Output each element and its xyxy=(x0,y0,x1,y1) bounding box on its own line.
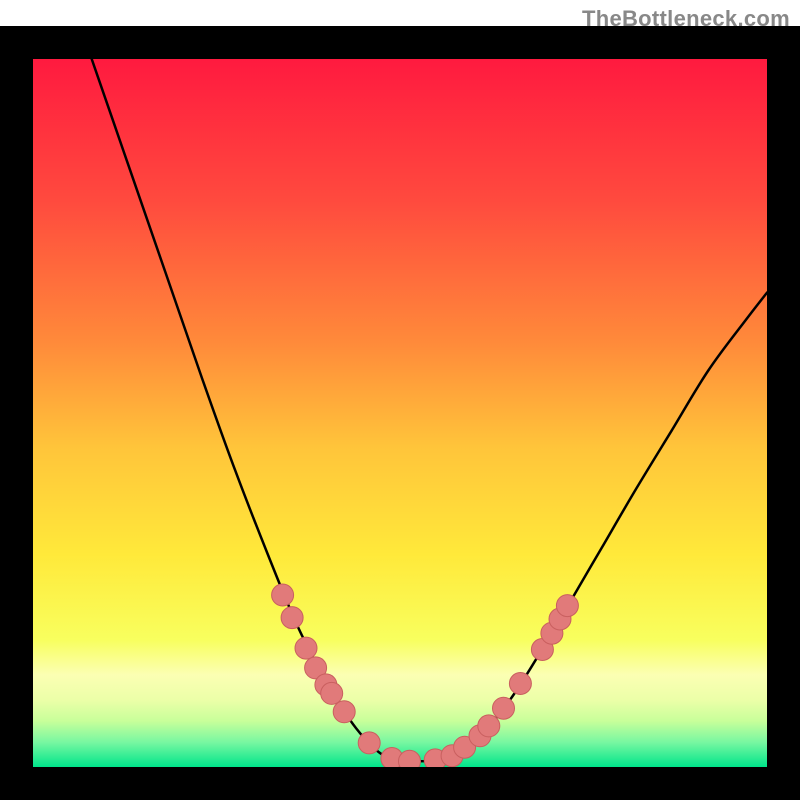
data-marker xyxy=(493,697,515,719)
plot-background-inner xyxy=(33,59,767,767)
data-marker xyxy=(556,595,578,617)
watermark-text: TheBottleneck.com xyxy=(582,6,790,32)
data-marker xyxy=(295,637,317,659)
data-marker xyxy=(321,682,343,704)
data-marker xyxy=(478,715,500,737)
data-marker xyxy=(358,732,380,754)
data-marker xyxy=(272,584,294,606)
bottleneck-curve-plot xyxy=(0,0,800,800)
data-marker xyxy=(281,607,303,629)
data-marker xyxy=(509,673,531,695)
data-marker xyxy=(333,701,355,723)
